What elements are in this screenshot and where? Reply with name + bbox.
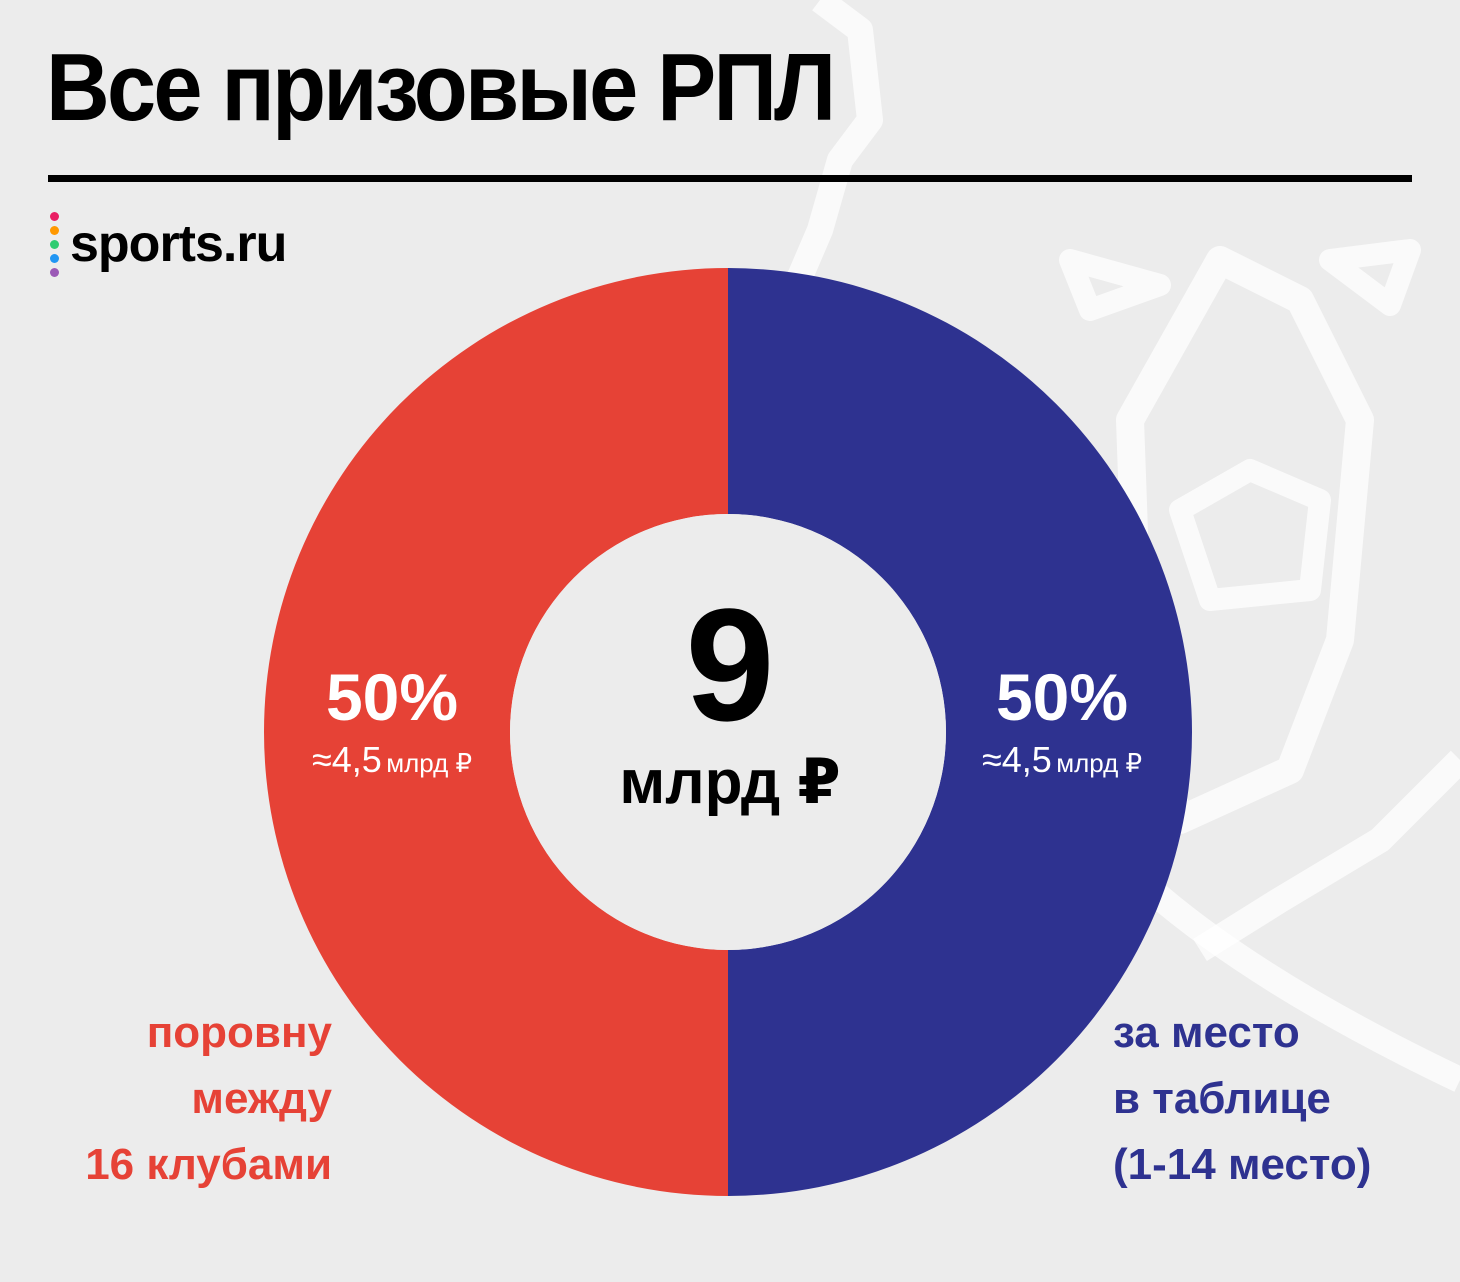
logo-dot-3: [50, 240, 59, 249]
approx-symbol: ≈: [311, 739, 332, 780]
donut-slice-left: [264, 268, 728, 1196]
approx-unit: млрд ₽: [386, 748, 473, 778]
donut-slice-right: [728, 268, 1192, 1196]
deco-pentagon: [1169, 459, 1331, 611]
approx-unit: млрд ₽: [1056, 748, 1143, 778]
label-line: за место: [1113, 1008, 1300, 1057]
label-line: в таблице: [1113, 1074, 1331, 1123]
logo-text: sports.ru: [70, 215, 287, 273]
label-line: 16 клубами: [85, 1140, 332, 1189]
slice-left-percent: 50%: [325, 660, 459, 734]
slice-left-approx: ≈4,5 млрд ₽: [262, 742, 522, 778]
slice-right-label: за место в таблице (1-14 место): [1113, 1000, 1371, 1198]
deco-bottom-line: [1193, 750, 1460, 962]
total-unit: млрд ₽: [619, 748, 841, 817]
approx-value: 4,5: [331, 739, 382, 780]
slice-right-approx: ≈4,5 млрд ₽: [932, 742, 1192, 778]
deco-bottom-curve: [1131, 870, 1460, 1092]
label-line: поровну: [146, 1008, 332, 1057]
deco-ear-left: [1059, 249, 1171, 321]
logo-dot-2: [50, 226, 59, 235]
deco-ear-right: [1319, 239, 1421, 316]
label-line: между: [191, 1074, 332, 1123]
deco-outline-top: [778, 0, 883, 306]
total-value: 9: [685, 575, 775, 754]
logo-dots: [50, 212, 60, 282]
slice-left-label: поровну между 16 клубами: [85, 1000, 332, 1198]
approx-value: 4,5: [1001, 739, 1052, 780]
logo-dot-4: [50, 254, 59, 263]
title-divider: [48, 175, 1412, 182]
logo-dot-1: [50, 212, 59, 221]
label-line: (1-14 место): [1113, 1140, 1372, 1189]
donut-center: [510, 514, 946, 950]
logo-dot-5: [50, 268, 59, 277]
page-title: Все призовые РПЛ: [46, 34, 836, 141]
slice-right-percent: 50%: [995, 660, 1129, 734]
approx-symbol: ≈: [981, 739, 1002, 780]
